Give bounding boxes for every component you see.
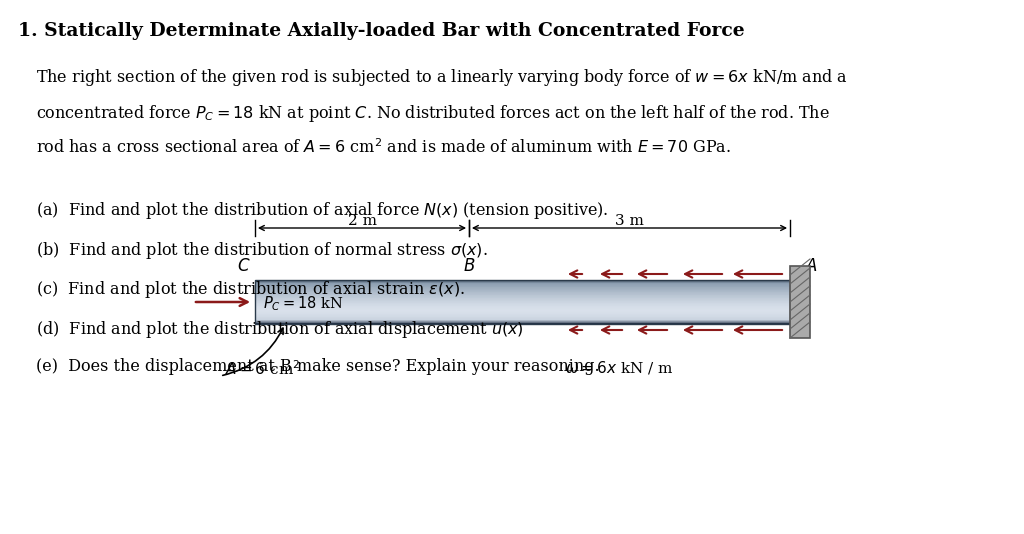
- Text: (d)  Find and plot the distribution of axial displacement $u(x)$: (d) Find and plot the distribution of ax…: [36, 319, 523, 340]
- Bar: [255, 314, 790, 315]
- Bar: [255, 308, 790, 309]
- Text: The right section of the given rod is subjected to a linearly varying body force: The right section of the given rod is su…: [36, 67, 848, 88]
- Bar: [255, 318, 790, 319]
- Bar: [255, 282, 790, 283]
- Bar: [255, 285, 790, 286]
- Bar: [255, 280, 790, 281]
- Bar: [255, 317, 790, 318]
- Text: 3 m: 3 m: [614, 214, 643, 228]
- Bar: [255, 300, 790, 301]
- Bar: [255, 319, 790, 320]
- Bar: [255, 311, 790, 312]
- Bar: [255, 320, 790, 321]
- Bar: [255, 295, 790, 296]
- Bar: [255, 292, 790, 293]
- Bar: [255, 283, 790, 284]
- Bar: [255, 289, 790, 290]
- Text: concentrated force $P_C = 18$ kN at point $C$. No distributed forces act on the : concentrated force $P_C = 18$ kN at poin…: [36, 103, 829, 123]
- Bar: [255, 288, 790, 289]
- Text: 1. Statically Determinate Axially-loaded Bar with Concentrated Force: 1. Statically Determinate Axially-loaded…: [18, 22, 745, 41]
- Bar: [255, 323, 790, 324]
- Bar: [255, 315, 790, 316]
- Bar: [255, 296, 790, 297]
- Bar: [255, 293, 790, 294]
- Bar: [255, 303, 790, 304]
- Bar: [255, 321, 790, 322]
- Bar: [255, 307, 790, 308]
- Bar: [255, 294, 790, 295]
- Bar: [255, 302, 790, 303]
- Bar: [255, 284, 790, 285]
- Bar: [255, 281, 790, 282]
- Text: (c)  Find and plot the distribution of axial strain $\epsilon(x)$.: (c) Find and plot the distribution of ax…: [36, 279, 465, 300]
- Text: rod has a cross sectional area of $A = 6$ cm$^2$ and is made of aluminum with $E: rod has a cross sectional area of $A = 6…: [36, 138, 731, 157]
- Text: $C$: $C$: [238, 258, 251, 275]
- Bar: [255, 309, 790, 310]
- Bar: [255, 304, 790, 305]
- Bar: [255, 286, 790, 287]
- Bar: [255, 305, 790, 307]
- Text: (a)  Find and plot the distribution of axial force $N(x)$ (tension positive).: (a) Find and plot the distribution of ax…: [36, 200, 608, 221]
- Text: $\omega = 6x$ kN / m: $\omega = 6x$ kN / m: [565, 359, 674, 376]
- Text: $B$: $B$: [463, 258, 475, 275]
- Text: (e)  Does the displacement at B make sense? Explain your reasoning.: (e) Does the displacement at B make sens…: [36, 358, 599, 375]
- Text: $P_C = 18$ kN: $P_C = 18$ kN: [263, 295, 344, 313]
- Bar: [255, 313, 790, 314]
- Text: (b)  Find and plot the distribution of normal stress $\sigma(x)$.: (b) Find and plot the distribution of no…: [36, 240, 487, 261]
- Text: $A = 6$ cm$^2$: $A = 6$ cm$^2$: [225, 359, 300, 378]
- Bar: [255, 322, 790, 323]
- Bar: [255, 316, 790, 317]
- Bar: [790, 266, 810, 338]
- Bar: [255, 287, 790, 288]
- Bar: [255, 280, 790, 324]
- Bar: [255, 291, 790, 292]
- Bar: [255, 312, 790, 313]
- Bar: [255, 310, 790, 311]
- Text: 2 m: 2 m: [347, 214, 377, 228]
- Bar: [255, 297, 790, 299]
- Text: $A$: $A$: [806, 258, 818, 275]
- Bar: [255, 299, 790, 300]
- Bar: [255, 301, 790, 302]
- Bar: [255, 290, 790, 291]
